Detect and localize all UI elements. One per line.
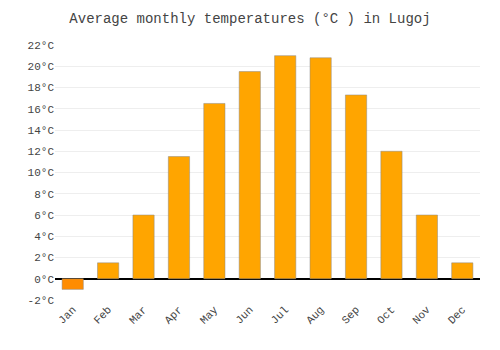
svg-text:Jul: Jul: [269, 304, 291, 326]
svg-text:Jan: Jan: [56, 304, 78, 326]
svg-text:14°C: 14°C: [28, 125, 55, 137]
svg-text:-2°C: -2°C: [28, 295, 55, 307]
svg-text:12°C: 12°C: [28, 146, 55, 158]
svg-text:May: May: [198, 304, 221, 327]
svg-text:Dec: Dec: [446, 304, 468, 326]
svg-text:Oct: Oct: [375, 304, 397, 326]
svg-text:Jun: Jun: [233, 304, 255, 326]
svg-text:8°C: 8°C: [34, 189, 54, 201]
svg-text:22°C: 22°C: [28, 40, 55, 52]
svg-text:Aug: Aug: [304, 304, 326, 326]
svg-text:Average monthly temperatures (: Average monthly temperatures (°C ) in Lu…: [69, 11, 430, 27]
svg-text:6°C: 6°C: [34, 210, 54, 222]
svg-text:16°C: 16°C: [28, 104, 55, 116]
svg-text:10°C: 10°C: [28, 167, 55, 179]
svg-text:18°C: 18°C: [28, 82, 55, 94]
svg-text:2°C: 2°C: [34, 252, 54, 264]
svg-text:4°C: 4°C: [34, 231, 54, 243]
svg-text:0°C: 0°C: [34, 274, 54, 286]
svg-text:Sep: Sep: [340, 304, 362, 326]
svg-text:20°C: 20°C: [28, 61, 55, 73]
svg-text:Mar: Mar: [127, 304, 149, 326]
svg-text:Apr: Apr: [162, 304, 184, 326]
svg-text:Feb: Feb: [92, 304, 114, 326]
svg-text:Nov: Nov: [410, 304, 433, 327]
